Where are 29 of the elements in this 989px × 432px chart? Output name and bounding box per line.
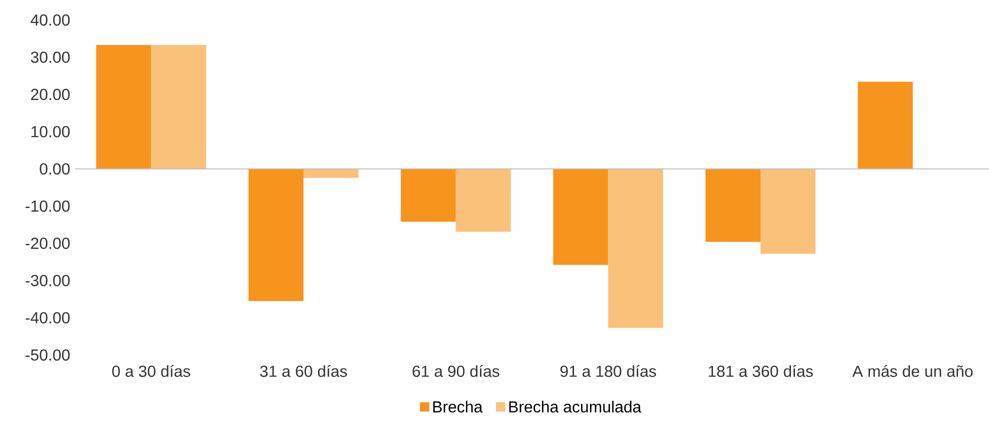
x-tick-label: 0 a 30 días: [112, 365, 190, 377]
bar: [400, 168, 456, 222]
x-tick-label: 31 a 60 días: [260, 365, 347, 377]
y-tick-label: 0.00: [40, 163, 70, 175]
y-tick-label: 10.00: [31, 126, 70, 138]
bar: [760, 168, 816, 254]
y-tick-label: 20.00: [31, 88, 70, 100]
legend-label: Brecha acumulada: [509, 400, 642, 413]
y-tick-label: -30.00: [26, 274, 70, 286]
x-tick-label: A más de un año: [852, 365, 973, 377]
x-tick-label: 61 a 90 días: [412, 365, 500, 377]
y-tick-label: 30.00: [30, 52, 70, 63]
y-tick-label: -10.00: [26, 200, 70, 212]
x-tick-label: 91 a 180 días: [560, 365, 656, 377]
bar: [858, 82, 913, 169]
bar: [151, 44, 206, 169]
x-tick-label: 181 a 360 días: [708, 365, 813, 377]
bar: [705, 168, 760, 242]
y-tick-label: -20.00: [26, 238, 70, 249]
bar: [304, 168, 359, 178]
y-tick-label: -40.00: [26, 312, 70, 324]
y-tick-label: 40.00: [30, 14, 70, 26]
bar: [456, 168, 511, 232]
y-tick-label: -50.00: [26, 349, 70, 361]
bar: [248, 168, 304, 302]
bar: [96, 44, 152, 169]
bar: [553, 168, 608, 265]
legend-label: Brecha: [433, 400, 483, 413]
bar: [608, 168, 664, 328]
